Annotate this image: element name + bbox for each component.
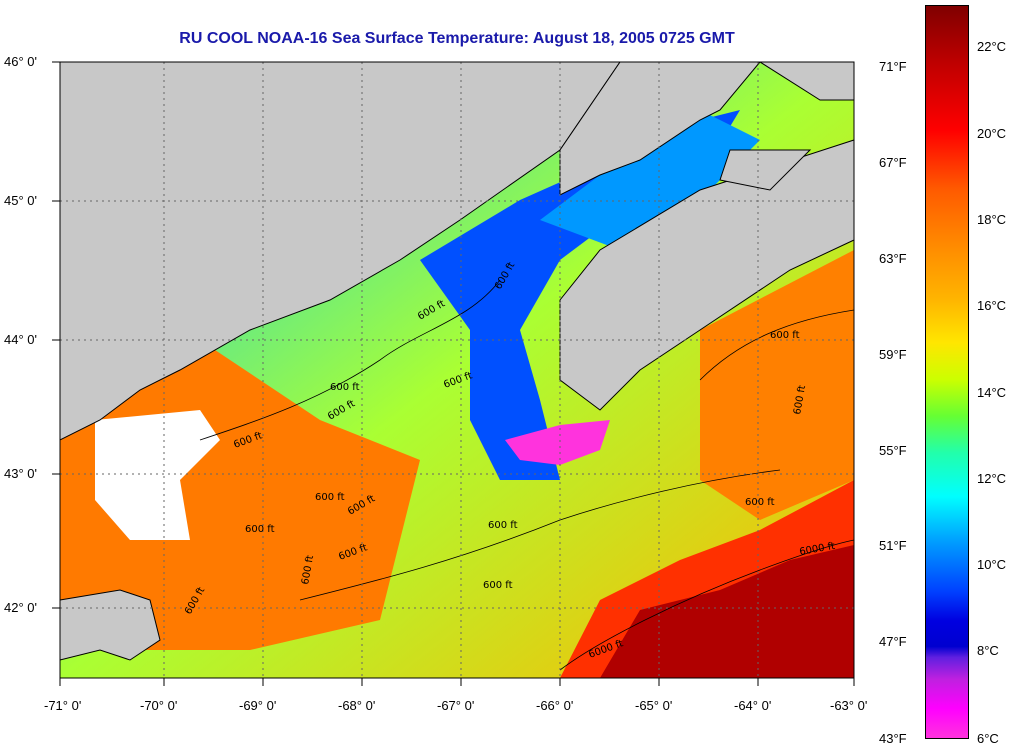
x-tick-label: -67° 0' <box>437 698 474 713</box>
contour-6000ft <box>559 539 855 671</box>
colorbar-f-label: 43°F <box>879 731 907 746</box>
contour-label: 600 ft <box>300 554 316 585</box>
cloud-mask-white <box>95 410 220 540</box>
x-tick-label: -65° 0' <box>635 698 672 713</box>
x-tick-label: -64° 0' <box>734 698 771 713</box>
contour-label: 600 ft <box>315 492 345 503</box>
colorbar-c-label: 20°C <box>977 126 1007 141</box>
x-tick-label: -63° 0' <box>830 698 867 713</box>
x-tick-label: -66° 0' <box>536 698 573 713</box>
map-title: RU COOL NOAA-16 Sea Surface Temperature:… <box>179 30 735 47</box>
colorbar-c-label: 22°C <box>977 39 1007 54</box>
colorbar-c-label: 12°C <box>977 471 1007 486</box>
colorbar-f-label: 51°F <box>879 538 907 553</box>
x-tick-label: -68° 0' <box>338 698 375 713</box>
contour-label: 600 ft <box>330 382 360 393</box>
hot-core-region <box>600 545 854 678</box>
colorbar-c-label: 16°C <box>977 298 1007 313</box>
temperature-colorbar <box>925 5 969 739</box>
y-axis-labels: 46° 0' 45° 0' 44° 0' 43° 0' 42° 0' <box>4 54 37 615</box>
colorbar-f-label: 59°F <box>879 347 907 362</box>
cold-tidal-mixing-patch <box>505 420 610 465</box>
colorbar-c-label: 18°C <box>977 212 1007 227</box>
colorbar-f-label: 47°F <box>879 634 907 649</box>
contour-600ft-south <box>299 469 781 601</box>
nova-scotia <box>559 139 855 411</box>
depth-contours <box>199 279 855 671</box>
colorbar-f-label: 55°F <box>879 443 907 458</box>
contour-600ft-east <box>699 309 855 381</box>
y-tick-label: 42° 0' <box>4 600 37 615</box>
colorbar-f-label: 67°F <box>879 155 907 170</box>
y-tick-label: 46° 0' <box>4 54 37 69</box>
x-tick-label: -71° 0' <box>44 698 81 713</box>
y-tick-label: 44° 0' <box>4 332 37 347</box>
colorbar-c-label: 8°C <box>977 643 999 658</box>
x-tick-label: -70° 0' <box>140 698 177 713</box>
contour-label-east-3: 600 ft <box>792 384 808 415</box>
colorbar-c-label: 10°C <box>977 557 1007 572</box>
contour-label: 600 ft <box>483 580 513 591</box>
cape-cod <box>59 589 161 661</box>
cool-shelf-region <box>540 110 760 250</box>
contour-label: 600 ft <box>245 524 275 535</box>
colorbar-f-label: 71°F <box>879 59 907 74</box>
sst-patches <box>60 110 854 678</box>
pei-region <box>719 149 812 191</box>
colorbar-c-label: 14°C <box>977 385 1007 400</box>
x-axis-labels: -71° 0' -70° 0' -69° 0' -68° 0' -67° 0' … <box>44 698 867 713</box>
x-tick-label: -69° 0' <box>239 698 276 713</box>
frame-ticks <box>52 61 855 686</box>
colorbar-f-label: 63°F <box>879 251 907 266</box>
cool-bay-of-fundy <box>420 110 740 480</box>
land-mass <box>59 61 855 661</box>
contour-label: 600 ft <box>488 520 518 531</box>
y-tick-label: 43° 0' <box>4 466 37 481</box>
contour-label-east-2: 600 ft <box>745 497 775 508</box>
contour-label-east-1: 600 ft <box>770 330 800 341</box>
y-tick-label: 45° 0' <box>4 193 37 208</box>
graticule <box>60 62 854 678</box>
contour-label-group-east: 600 ft 600 ft 600 ft <box>745 330 808 508</box>
contour-600ft-west <box>199 279 501 441</box>
colorbar-c-label: 6°C <box>977 731 999 746</box>
